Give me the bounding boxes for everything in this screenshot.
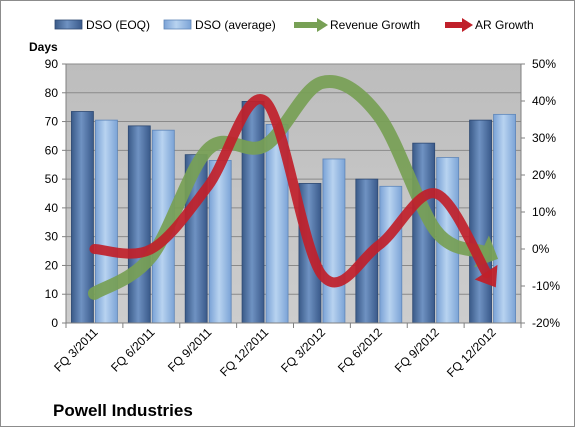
- bar-dso-eoq: [469, 119, 492, 324]
- y2-tick-label: 20%: [532, 168, 556, 182]
- bar-dso-average: [322, 158, 346, 324]
- bar-dso-eoq: [241, 101, 265, 324]
- y2-tick-label: 40%: [532, 94, 556, 108]
- legend-item-dso-avg: DSO (average): [163, 18, 276, 32]
- y2-tick-label: 30%: [532, 131, 556, 145]
- legend-swatch-dso-eoq: [54, 19, 83, 30]
- bar-dso-average: [493, 113, 516, 324]
- x-tick-label: FQ 3/2011: [51, 325, 101, 375]
- legend: DSO (EOQ) DSO (average) Revenue Growth A…: [54, 18, 534, 32]
- x-tick-label: FQ 9/2011: [165, 325, 215, 375]
- legend-item-revenue-growth: Revenue Growth: [294, 18, 420, 32]
- x-tick-label: FQ 6/2012: [335, 325, 385, 375]
- bar-dso-eoq: [127, 125, 151, 324]
- y2-tick-label: 50%: [532, 57, 556, 71]
- legend-arrowhead-ar-growth-icon: [462, 18, 473, 32]
- y-axis-title: Days: [29, 40, 58, 54]
- y-tick-label: 70: [45, 115, 59, 129]
- y-tick-label: 0: [51, 316, 58, 330]
- chart-title: Powell Industries: [53, 401, 193, 420]
- bar-dso-average: [379, 185, 403, 324]
- ar-growth-arrowhead-icon: [474, 264, 498, 288]
- y2-tick-label: -20%: [532, 316, 560, 330]
- x-tick-label: FQ 12/2012: [444, 325, 499, 380]
- x-tick-label: FQ 12/2011: [217, 325, 271, 379]
- legend-item-dso-eoq: DSO (EOQ): [54, 18, 150, 32]
- y2-tick-label: -10%: [532, 279, 560, 293]
- legend-arrowhead-revenue-growth-icon: [317, 18, 328, 32]
- y2-tick-label: 10%: [532, 205, 556, 219]
- legend-item-ar-growth: AR Growth: [445, 18, 534, 32]
- y-tick-label: 60: [45, 143, 59, 157]
- legend-label-ar-growth: AR Growth: [475, 18, 534, 32]
- y-tick-label: 20: [45, 258, 59, 272]
- growth-lines: [87, 75, 499, 300]
- ar-growth-line: [89, 94, 492, 288]
- legend-label-dso-eoq: DSO (EOQ): [86, 18, 150, 32]
- y-tick-label: 40: [45, 201, 59, 215]
- y-tick-label: 10: [45, 287, 59, 301]
- y-tick-label: 30: [45, 230, 59, 244]
- y-tick-label: 90: [45, 57, 59, 71]
- y-tick-label: 80: [45, 86, 59, 100]
- x-tick-label: FQ 3/2012: [278, 325, 328, 375]
- legend-swatch-dso-avg: [163, 19, 192, 30]
- x-tick-label: FQ 9/2012: [392, 325, 442, 375]
- y-tick-label: 50: [45, 172, 59, 186]
- x-tick-label: FQ 6/2011: [108, 325, 158, 375]
- legend-label-revenue-growth: Revenue Growth: [330, 18, 420, 32]
- legend-label-dso-avg: DSO (average): [195, 18, 276, 32]
- y2-tick-label: 0%: [532, 242, 550, 256]
